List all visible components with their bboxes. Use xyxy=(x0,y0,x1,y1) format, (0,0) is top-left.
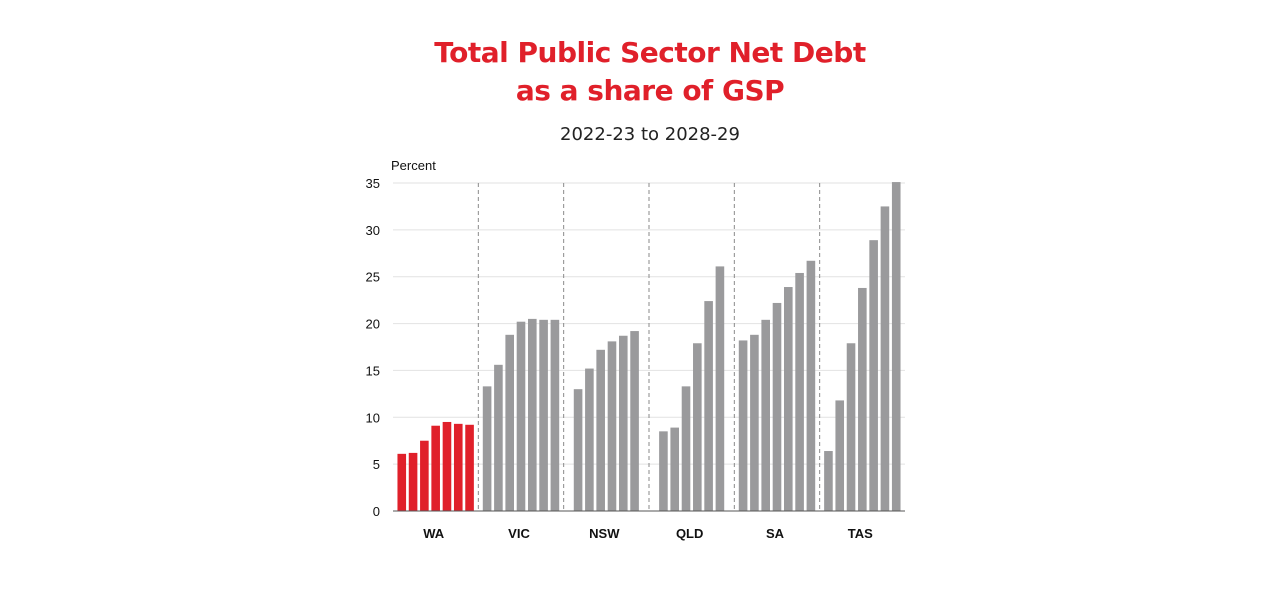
group-label-nsw: NSW xyxy=(589,526,620,541)
bar-qld-2 xyxy=(681,386,691,511)
group-label-tas: TAS xyxy=(848,526,873,541)
bar-wa-3 xyxy=(431,425,440,511)
group-label-vic: VIC xyxy=(508,526,530,541)
chart-title-line-1: Total Public Sector Net Debt xyxy=(434,36,866,69)
bar-qld-1 xyxy=(670,427,680,511)
y-tick-label: 10 xyxy=(366,410,380,425)
bar-sa-1 xyxy=(750,334,759,511)
bar-nsw-2 xyxy=(596,349,605,511)
bar-sa-4 xyxy=(784,287,793,511)
y-tick-label: 0 xyxy=(373,504,380,519)
bar-tas-4 xyxy=(869,240,878,511)
bar-nsw-0 xyxy=(573,389,583,511)
bar-vic-0 xyxy=(482,386,492,511)
bar-sa-3 xyxy=(772,302,782,511)
bar-wa-2 xyxy=(420,440,429,511)
y-axis-title: Percent xyxy=(391,158,436,173)
y-tick-label: 30 xyxy=(366,223,380,238)
y-tick-label: 20 xyxy=(366,317,380,332)
bar-sa-2 xyxy=(761,319,770,511)
bar-sa-0 xyxy=(738,340,748,511)
bar-wa-1 xyxy=(408,452,418,511)
bar-tas-2 xyxy=(846,343,856,511)
bar-qld-3 xyxy=(693,343,702,511)
bar-vic-2 xyxy=(505,334,514,511)
group-label-sa: SA xyxy=(766,526,785,541)
chart-title-line-2: as a share of GSP xyxy=(515,74,785,107)
chart-subtitle: 2022-23 to 2028-29 xyxy=(560,124,740,145)
bar-sa-5 xyxy=(795,272,804,511)
bar-wa-5 xyxy=(453,423,463,511)
bar-qld-5 xyxy=(715,266,725,511)
bar-qld-4 xyxy=(704,301,713,511)
bar-vic-1 xyxy=(494,364,503,511)
y-tick-label: 25 xyxy=(366,270,380,285)
bar-wa-4 xyxy=(442,421,452,511)
group-label-qld: QLD xyxy=(676,526,703,541)
bar-qld-0 xyxy=(659,431,668,511)
bar-tas-6 xyxy=(891,182,901,511)
y-tick-label: 5 xyxy=(373,457,380,472)
y-tick-label: 35 xyxy=(366,176,380,191)
bar-vic-5 xyxy=(539,319,548,511)
bar-sa-6 xyxy=(806,260,816,511)
group-label-wa: WA xyxy=(423,526,445,541)
bar-tas-1 xyxy=(835,400,845,511)
bar-vic-3 xyxy=(516,321,526,511)
bar-wa-6 xyxy=(465,424,474,511)
bar-tas-0 xyxy=(824,451,833,511)
bar-tas-5 xyxy=(880,206,890,511)
y-tick-label: 15 xyxy=(366,363,380,378)
bar-tas-3 xyxy=(858,287,867,511)
chart-header: Total Public Sector Net Debt as a share … xyxy=(0,34,1280,145)
bar-wa-0 xyxy=(397,453,407,511)
bar-nsw-1 xyxy=(585,368,594,511)
bar-nsw-5 xyxy=(630,331,639,511)
bar-vic-4 xyxy=(528,318,537,511)
bar-nsw-4 xyxy=(618,335,628,511)
bar-nsw-3 xyxy=(607,341,617,511)
bar-vic-6 xyxy=(550,319,560,511)
